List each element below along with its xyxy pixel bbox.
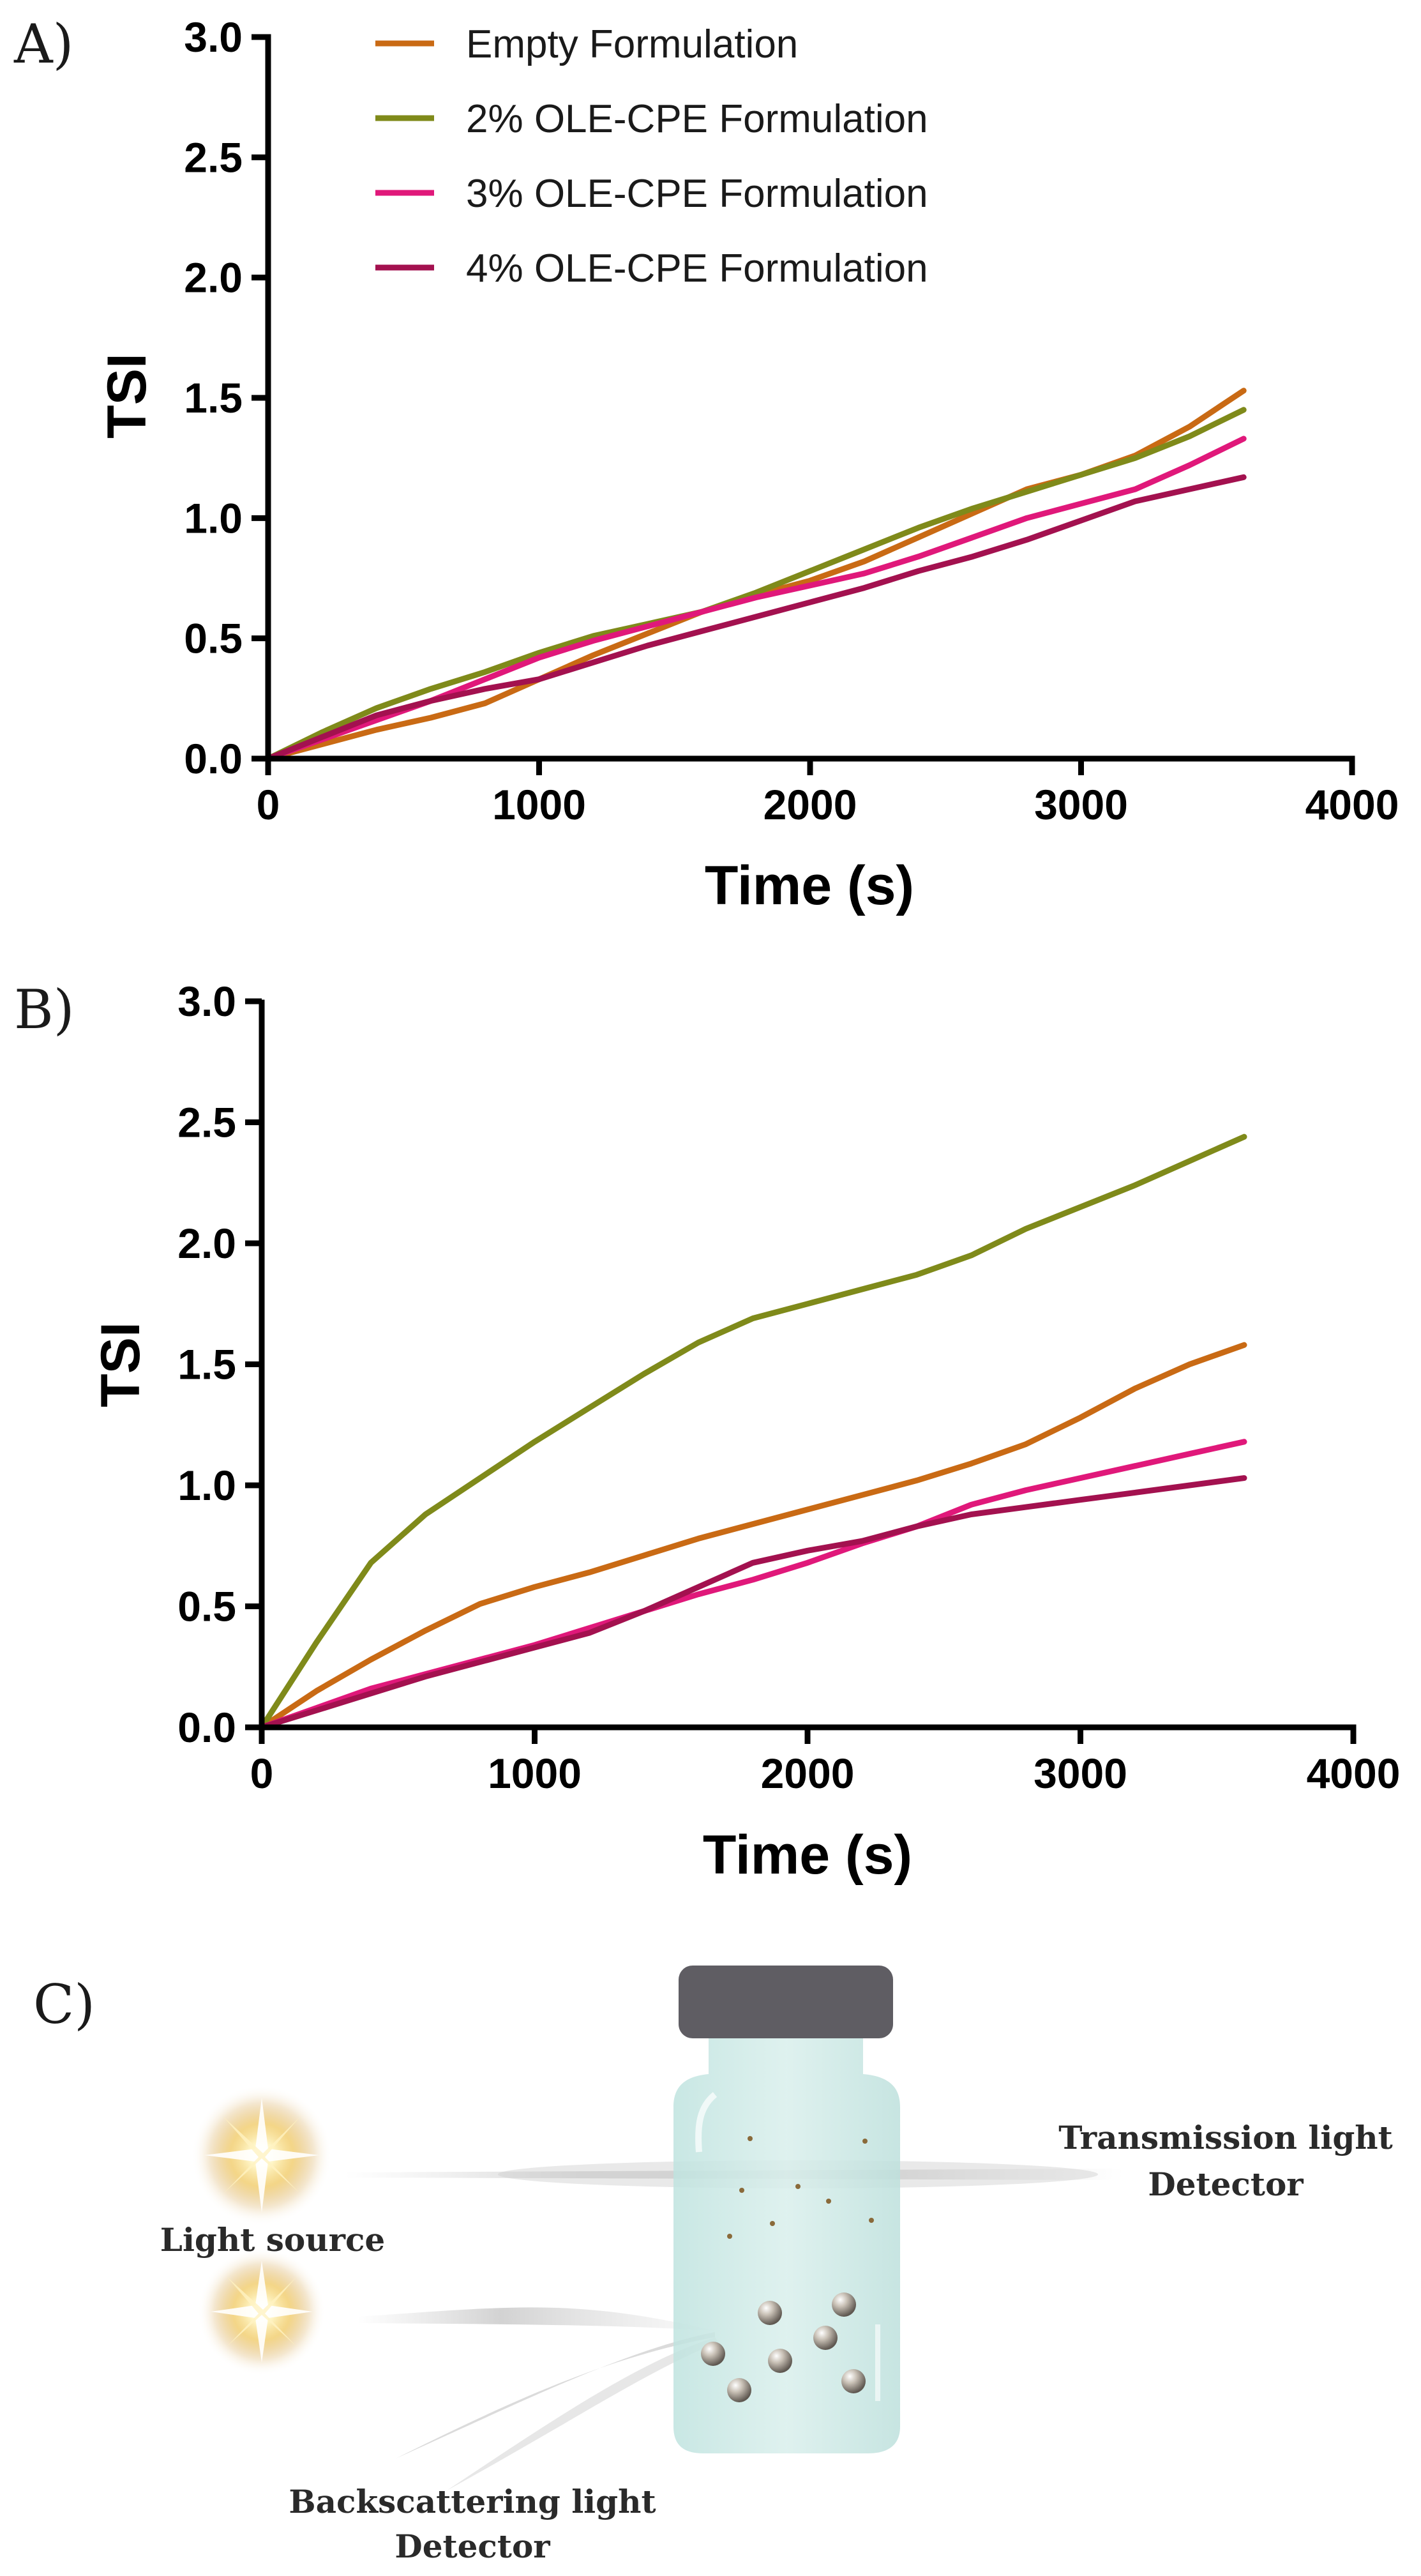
particle	[826, 2199, 831, 2204]
y-tick-label: 1.0	[184, 494, 243, 542]
backscatter-beam-reflected-1	[396, 2332, 715, 2459]
sediment-sphere	[701, 2342, 725, 2366]
chart-a: 0.0 0.5 1.0 1.5 2.0 2.5 3.0 0 1000 2000 3000 4000 T…	[96, 13, 1399, 916]
legend-label: 3% OLE-CPE Formulation	[466, 172, 928, 216]
y-tick-label: 0.5	[184, 615, 243, 662]
legend: Empty Formulation 2% OLE-CPE Formulation 3…	[375, 22, 928, 291]
panel-label-b: B)	[14, 978, 75, 1041]
x-axis-title: Time (s)	[703, 1824, 912, 1886]
legend-label: 4% OLE-CPE Formulation	[466, 246, 928, 291]
y-axis-title: TSI	[96, 353, 158, 439]
y-tick-label: 3.0	[177, 978, 236, 1025]
x-tick-label: 3000	[1034, 781, 1128, 828]
x-tick-label: 4000	[1307, 1750, 1401, 1797]
particle	[869, 2218, 874, 2223]
x-tick-label: 3000	[1034, 1750, 1127, 1797]
backscatter-detector-label-line2: Detector	[395, 2527, 550, 2565]
sample-vial	[673, 1966, 900, 2453]
y-tick-label: 3.0	[184, 13, 243, 61]
stability-measurement-diagram: Light source Transmission light Detector…	[160, 1966, 1393, 2565]
backscatter-detector-label-line1: Backscattering light	[289, 2483, 656, 2520]
vial-highlight	[695, 2092, 718, 2153]
particle	[727, 2234, 732, 2239]
legend-label: 2% OLE-CPE Formulation	[466, 97, 928, 141]
transmission-detector-label-line2: Detector	[1148, 2165, 1304, 2203]
y-tick-label: 2.0	[177, 1220, 236, 1267]
y-tick-label: 2.0	[184, 254, 243, 301]
y-tick-label: 0.0	[184, 735, 243, 782]
series-line-1	[259, 1342, 1247, 1731]
light-source-bottom	[198, 2248, 326, 2375]
series-line-2	[259, 1133, 1247, 1731]
sediment-sphere	[768, 2349, 792, 2373]
series-line-2	[265, 407, 1247, 762]
x-axis-title: Time (s)	[705, 855, 914, 916]
backscatter-beam-reflected-2	[447, 2337, 718, 2490]
series-line-4	[265, 474, 1247, 762]
backscatter-beam	[357, 2307, 715, 2331]
x-tick-label: 2000	[763, 781, 857, 828]
sediment-sphere	[832, 2292, 856, 2317]
panel-label-a: A)	[13, 13, 73, 75]
x-tick-label: 2000	[761, 1750, 855, 1797]
particle	[770, 2221, 775, 2226]
vial-cap	[679, 1966, 893, 2038]
x-tick-label: 0	[250, 1750, 274, 1797]
y-tick-label: 0.5	[177, 1583, 236, 1630]
panel-label-c: C)	[33, 1973, 95, 2036]
sediment-sphere	[758, 2301, 782, 2325]
x-tick-label: 4000	[1305, 781, 1399, 828]
x-tick-label: 0	[257, 781, 280, 828]
particle	[748, 2136, 753, 2141]
y-tick-label: 1.5	[184, 374, 243, 421]
x-tick-label: 1000	[492, 781, 586, 828]
sediment-sphere	[813, 2326, 838, 2350]
light-source-label: Light source	[160, 2221, 385, 2259]
y-tick-label: 0.0	[177, 1704, 236, 1751]
y-tick-label: 1.5	[177, 1341, 236, 1388]
sediment-sphere	[841, 2369, 866, 2393]
light-source-top	[192, 2085, 332, 2225]
transmission-detector-label-line1: Transmission light	[1058, 2119, 1393, 2156]
series-line-4	[259, 1475, 1247, 1731]
particle	[795, 2184, 801, 2189]
particle	[739, 2188, 744, 2193]
x-tick-label: 1000	[488, 1750, 582, 1797]
y-tick-label: 1.0	[177, 1462, 236, 1509]
y-tick-label: 2.5	[177, 1099, 236, 1146]
series-line-3	[265, 436, 1247, 762]
chart-b: 0.0 0.5 1.0 1.5 2.0 2.5 3.0 0 1000 2000 3000 4000 T…	[90, 978, 1400, 1886]
vial-body	[673, 2038, 900, 2453]
sediment-sphere	[727, 2378, 751, 2402]
y-tick-label: 2.5	[184, 133, 243, 181]
y-axis-title: TSI	[90, 1322, 151, 1407]
legend-label: Empty Formulation	[466, 22, 798, 66]
particle	[862, 2139, 868, 2144]
